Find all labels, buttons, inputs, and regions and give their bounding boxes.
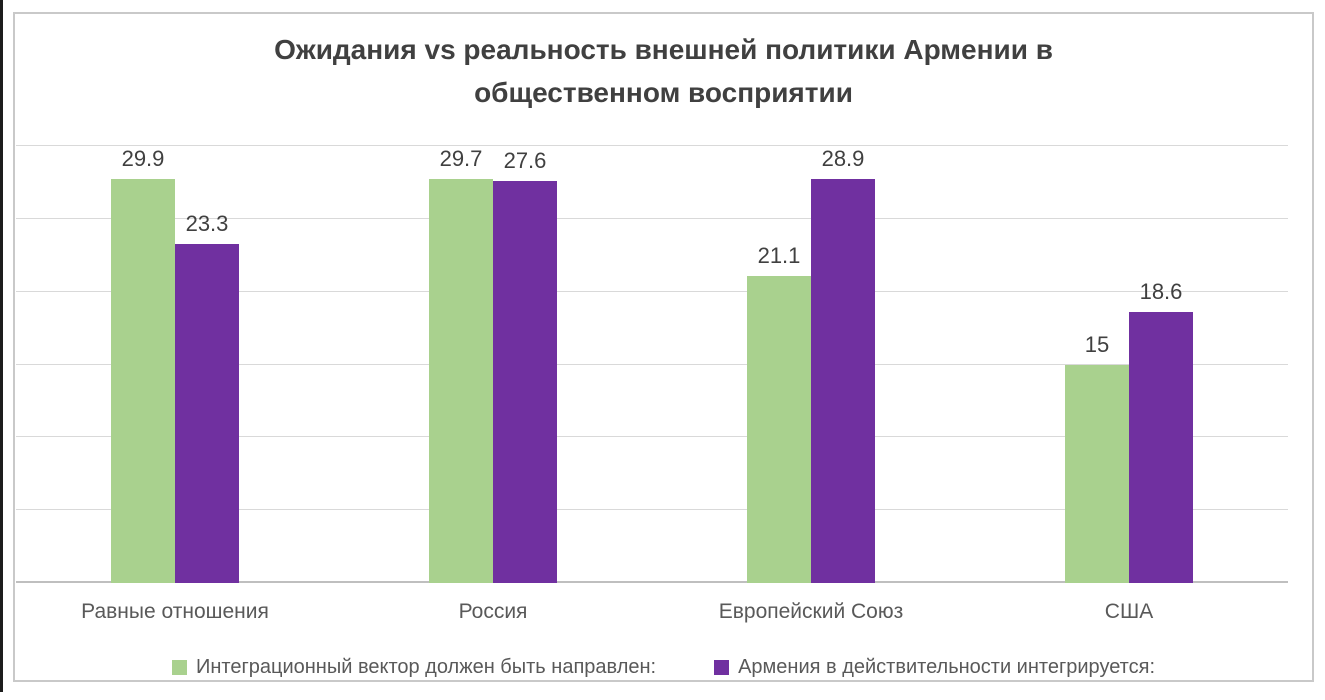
bar-group: 29.9 23.3 bbox=[16, 146, 334, 583]
bar-column: 23.3 bbox=[175, 146, 239, 583]
gridline bbox=[16, 217, 1288, 219]
bar-group: 21.1 28.9 bbox=[652, 146, 970, 583]
gridline bbox=[16, 145, 1288, 146]
plot-area: 29.9 23.3 29.7 27.6 21.1 28.9 15 18.6 bbox=[16, 145, 1288, 583]
gridline bbox=[16, 290, 1288, 292]
bar bbox=[747, 275, 811, 583]
value-label: 27.6 bbox=[503, 147, 547, 173]
value-label: 29.7 bbox=[439, 146, 483, 171]
legend-swatch bbox=[714, 660, 730, 675]
gridline bbox=[16, 509, 1288, 511]
x-axis-labels: Равные отношения Россия Европейский Союз СШ… bbox=[16, 600, 1288, 624]
bar-column: 15 bbox=[1065, 146, 1129, 583]
category-label: Европейский Союз bbox=[718, 600, 904, 623]
bar-column: 21.1 bbox=[747, 146, 811, 583]
category-label: Равные отношения bbox=[81, 600, 269, 623]
chart-frame: Ожидания vs реальность внешней политики … bbox=[13, 12, 1314, 682]
gridline bbox=[16, 363, 1288, 365]
bar bbox=[111, 179, 175, 583]
value-label: 23.3 bbox=[185, 210, 229, 236]
bar-group: 15 18.6 bbox=[970, 146, 1288, 583]
bar bbox=[493, 180, 557, 583]
legend-item: Интеграционный вектор должен быть направ… bbox=[171, 656, 657, 679]
legend-label: Интеграционный вектор должен быть направ… bbox=[195, 656, 657, 678]
bars-layer: 29.9 23.3 29.7 27.6 21.1 28.9 15 18.6 bbox=[16, 146, 1288, 583]
chart-title-text: Ожидания vs реальность внешней политики … bbox=[274, 34, 1053, 108]
bar bbox=[175, 243, 239, 583]
bar bbox=[811, 179, 875, 583]
grid-layer bbox=[16, 145, 1288, 583]
bar-group: 29.7 27.6 bbox=[334, 146, 652, 583]
value-label: 21.1 bbox=[757, 242, 801, 268]
bar bbox=[429, 179, 493, 583]
bar-column: 28.9 bbox=[811, 146, 875, 583]
category-label: США bbox=[1104, 600, 1154, 623]
bar bbox=[1065, 364, 1129, 583]
bar bbox=[1129, 312, 1193, 583]
gridline bbox=[16, 436, 1288, 438]
category-label: Россия bbox=[458, 600, 528, 623]
legend: Интеграционный вектор должен быть направ… bbox=[15, 656, 1312, 679]
legend-label: Армения в действительности интегрируется… bbox=[738, 656, 1155, 678]
bar-column: 27.6 bbox=[493, 146, 557, 583]
bar-column: 29.7 bbox=[429, 146, 493, 583]
value-label: 18.6 bbox=[1139, 279, 1183, 305]
value-label: 28.9 bbox=[821, 146, 865, 171]
legend-item: Армения в действительности интегрируется… bbox=[714, 656, 1155, 679]
left-border-line bbox=[0, 0, 3, 692]
legend-swatch bbox=[171, 660, 187, 675]
chart-title: Ожидания vs реальность внешней политики … bbox=[15, 28, 1312, 114]
value-label: 15 bbox=[1084, 331, 1110, 357]
bar-column: 29.9 bbox=[111, 146, 175, 583]
x-axis-line bbox=[16, 581, 1288, 583]
bar-column: 18.6 bbox=[1129, 146, 1193, 583]
value-label: 29.9 bbox=[121, 146, 165, 171]
